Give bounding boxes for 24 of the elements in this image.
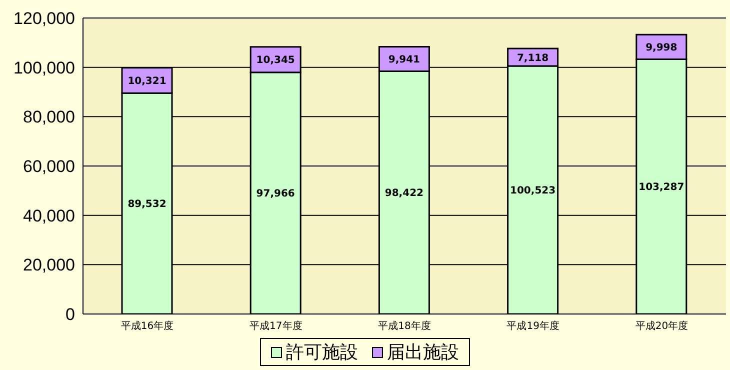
data-label: 9,998 xyxy=(646,42,678,54)
y-tick-label: 0 xyxy=(66,305,75,324)
legend-label: 届出施設 xyxy=(387,341,459,364)
y-tick-label: 80,000 xyxy=(23,108,75,127)
x-tick-label: 平成16年度 xyxy=(120,320,174,332)
data-label: 97,966 xyxy=(256,188,295,200)
data-label: 103,287 xyxy=(638,182,684,194)
y-tick-label: 20,000 xyxy=(23,256,75,275)
data-label: 9,941 xyxy=(388,54,420,66)
x-tick-label: 平成19年度 xyxy=(506,320,560,332)
data-label: 98,422 xyxy=(384,188,424,200)
y-tick-label: 40,000 xyxy=(23,206,75,226)
data-label: 7,118 xyxy=(516,52,549,64)
data-label: 10,345 xyxy=(256,55,295,66)
x-tick-label: 平成18年度 xyxy=(378,320,431,332)
data-label: 100,523 xyxy=(510,186,556,197)
data-label: 89,532 xyxy=(128,199,166,210)
y-tick-label: 60,000 xyxy=(23,157,75,176)
x-tick-label: 平成20年度 xyxy=(635,320,688,332)
legend-label: 許可施設 xyxy=(286,341,358,364)
x-tick-label: 平成17年度 xyxy=(250,320,302,332)
data-label: 10,321 xyxy=(128,76,166,87)
y-tick-label: 120,000 xyxy=(14,9,75,28)
y-tick-label: 100,000 xyxy=(14,58,75,78)
